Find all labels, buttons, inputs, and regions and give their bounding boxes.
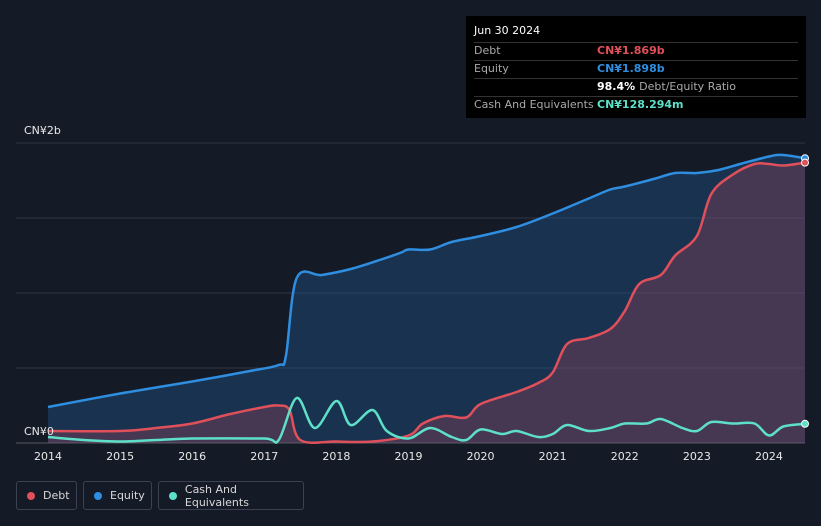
- x-tick-2014: 2014: [34, 450, 62, 463]
- tooltip-cash-label: Cash And Equivalents: [474, 98, 594, 111]
- cash-and-equivalents-line: [47, 396, 806, 444]
- legend-debt-label: Debt: [43, 489, 70, 502]
- debt-end-marker: [801, 158, 809, 167]
- x-tick-2018: 2018: [322, 450, 350, 463]
- x-tick-2017: 2017: [250, 450, 278, 463]
- x-tick-2022: 2022: [611, 450, 639, 463]
- cash-dot-icon: [169, 491, 177, 500]
- tooltip-equity-value: CN¥1.898b: [597, 62, 665, 75]
- equity-area: [48, 154, 805, 444]
- x-tick-2016: 2016: [178, 450, 206, 463]
- x-tick-2019: 2019: [394, 450, 422, 463]
- tooltip-ratio-spacer: [474, 79, 597, 96]
- tooltip-debt-label: Debt: [474, 44, 501, 57]
- tooltip-row-debt: Debt CN¥1.869b: [474, 42, 798, 60]
- x-tick-2023: 2023: [683, 450, 711, 463]
- tooltip-row-ratio: 98.4% Debt/Equity Ratio: [474, 78, 798, 96]
- tooltip-debt-value: CN¥1.869b: [597, 44, 665, 57]
- legend-item-equity[interactable]: Equity: [83, 481, 152, 510]
- tooltip-row-cash: Cash And Equivalents CN¥128.294m: [474, 96, 798, 114]
- x-tick-2015: 2015: [106, 450, 134, 463]
- y-axis-top-label: CN¥2b: [24, 124, 61, 137]
- tooltip-equity-label: Equity: [474, 62, 509, 75]
- legend-equity-label: Equity: [110, 489, 145, 502]
- tooltip-panel: Jun 30 2024 Debt CN¥1.869b Equity CN¥1.8…: [466, 16, 806, 118]
- tooltip-ratio-label: Debt/Equity Ratio: [639, 80, 736, 93]
- tooltip-cash-value: CN¥128.294m: [597, 98, 684, 111]
- y-axis-bottom-label: CN¥0: [24, 425, 54, 438]
- legend-cash-label: Cash And Equivalents: [184, 482, 249, 509]
- x-tick-2020: 2020: [467, 450, 495, 463]
- tooltip-date: Jun 30 2024: [474, 24, 541, 37]
- equity-dot-icon: [94, 491, 102, 500]
- debt-area: [48, 162, 805, 443]
- debt-dot-icon: [27, 491, 35, 500]
- cash-and-equivalents-end-marker: [801, 419, 809, 428]
- legend-item-cash[interactable]: Cash And Equivalents: [158, 481, 304, 510]
- tooltip-row-equity: Equity CN¥1.898b: [474, 60, 798, 78]
- equity-line: [47, 153, 806, 409]
- tooltip-ratio-value: 98.4%: [597, 80, 636, 93]
- x-tick-2024: 2024: [755, 450, 783, 463]
- x-tick-2021: 2021: [539, 450, 567, 463]
- legend-item-debt[interactable]: Debt: [16, 481, 77, 510]
- debt-line: [47, 161, 806, 445]
